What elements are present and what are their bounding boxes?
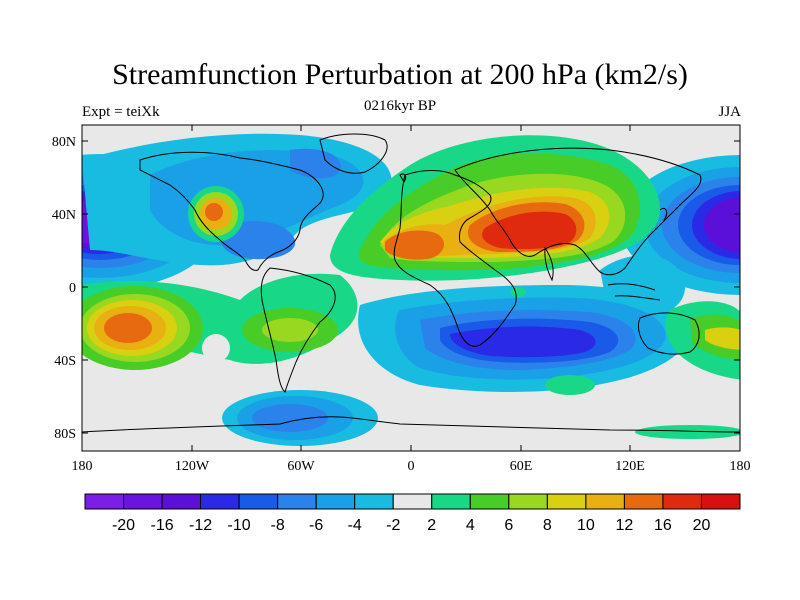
coastline-japan <box>659 207 668 221</box>
y-axis-ticks <box>82 140 740 434</box>
x-tick-label-180w: 180 <box>72 459 93 474</box>
colorbar-label: 12 <box>616 517 634 534</box>
colorbar-swatch <box>277 493 317 510</box>
contour-pos-se-atlantic <box>510 287 526 297</box>
x-tick-label-180e: 180 <box>730 459 751 474</box>
colorbar-label: 4 <box>466 517 475 534</box>
x-tick-label-60w: 60W <box>287 459 315 474</box>
colorbar-label: 16 <box>654 517 672 534</box>
x-axis-ticks <box>81 125 741 451</box>
x-tick-label-120e: 120E <box>615 459 645 474</box>
contour-pos-south-pacific <box>82 286 203 370</box>
coastline-india <box>544 246 554 282</box>
coastline-asia <box>454 147 702 276</box>
colorbar-swatch <box>315 493 356 510</box>
colorbar-label: -10 <box>228 517 251 534</box>
map-title: Streamfunction Perturbation at 200 hPa (… <box>112 58 688 91</box>
colorbar-label: 2 <box>427 517 436 534</box>
contour-neg-southern-ocean <box>222 390 378 446</box>
contour-pos-south-atlantic <box>545 375 595 395</box>
colorbar-label: -2 <box>386 517 400 534</box>
contour-zero-gap <box>202 334 230 362</box>
y-tick-label-0: 0 <box>69 281 76 296</box>
x-tick-label-60e: 60E <box>510 459 533 474</box>
experiment-label: Expt = teiXk <box>82 104 160 120</box>
season-label: JJA <box>718 104 741 120</box>
y-tick-label-40s: 40S <box>54 354 76 369</box>
coastline-south-america <box>260 267 336 393</box>
colorbar-label: -6 <box>309 517 323 534</box>
colorbar-swatch <box>700 493 741 510</box>
coastlines <box>82 133 740 433</box>
colorbar-swatch <box>123 493 163 510</box>
contour-pos-australia <box>665 301 740 380</box>
colorbar-swatch <box>392 493 433 510</box>
contour-pos-eurasia <box>330 135 660 281</box>
colorbar-swatch <box>469 493 510 510</box>
coastline-australia <box>637 312 700 355</box>
colorbar-swatch <box>546 493 587 510</box>
colorbar-label: -20 <box>112 517 135 534</box>
colorbar-swatch <box>161 493 202 510</box>
colorbar-swatch <box>585 493 625 510</box>
coastline-indonesia <box>607 283 661 301</box>
colorbar-swatch <box>238 493 279 510</box>
colorbar-label: -8 <box>271 517 285 534</box>
colorbar-swatch <box>431 493 471 510</box>
coastline-antarctica <box>82 416 740 433</box>
colorbar-swatch <box>508 493 548 510</box>
colorbar-label: 6 <box>504 517 513 534</box>
contour-fields <box>82 133 740 446</box>
y-tick-label-40n: 40N <box>52 208 76 223</box>
coastline-north-america <box>139 151 324 271</box>
contour-pos-south-indian <box>635 425 740 439</box>
y-tick-label-80n: 80N <box>52 135 76 150</box>
colorbar: -20 -16 -12 -10 -8 -6 -4 -2 2 4 6 8 10 12 16 20 <box>84 493 741 534</box>
x-tick-label-0: 0 <box>408 459 415 474</box>
colorbar-label: -16 <box>150 517 173 534</box>
contour-pos-south-america <box>242 308 338 352</box>
colorbar-swatch <box>200 493 240 510</box>
period-label: 0216kyr BP <box>363 98 437 114</box>
colorbar-swatch <box>662 493 702 510</box>
coastline-europe-africa <box>393 170 517 347</box>
colorbar-swatch <box>354 493 394 510</box>
colorbar-swatch <box>84 493 125 510</box>
colorbar-label: 20 <box>693 517 711 534</box>
coastline-greenland <box>319 133 388 174</box>
colorbar-label: 10 <box>577 517 595 534</box>
colorbar-label: -12 <box>189 517 212 534</box>
colorbar-label: 8 <box>543 517 552 534</box>
contour-neg-indian-ocean <box>358 285 691 392</box>
colorbar-label: -4 <box>348 517 362 534</box>
y-tick-label-80s: 80S <box>54 427 76 442</box>
coastline-uk <box>399 173 407 183</box>
contour-pos-north-america <box>188 186 244 242</box>
x-tick-label-120w: 120W <box>175 459 210 474</box>
colorbar-swatch <box>623 493 664 510</box>
